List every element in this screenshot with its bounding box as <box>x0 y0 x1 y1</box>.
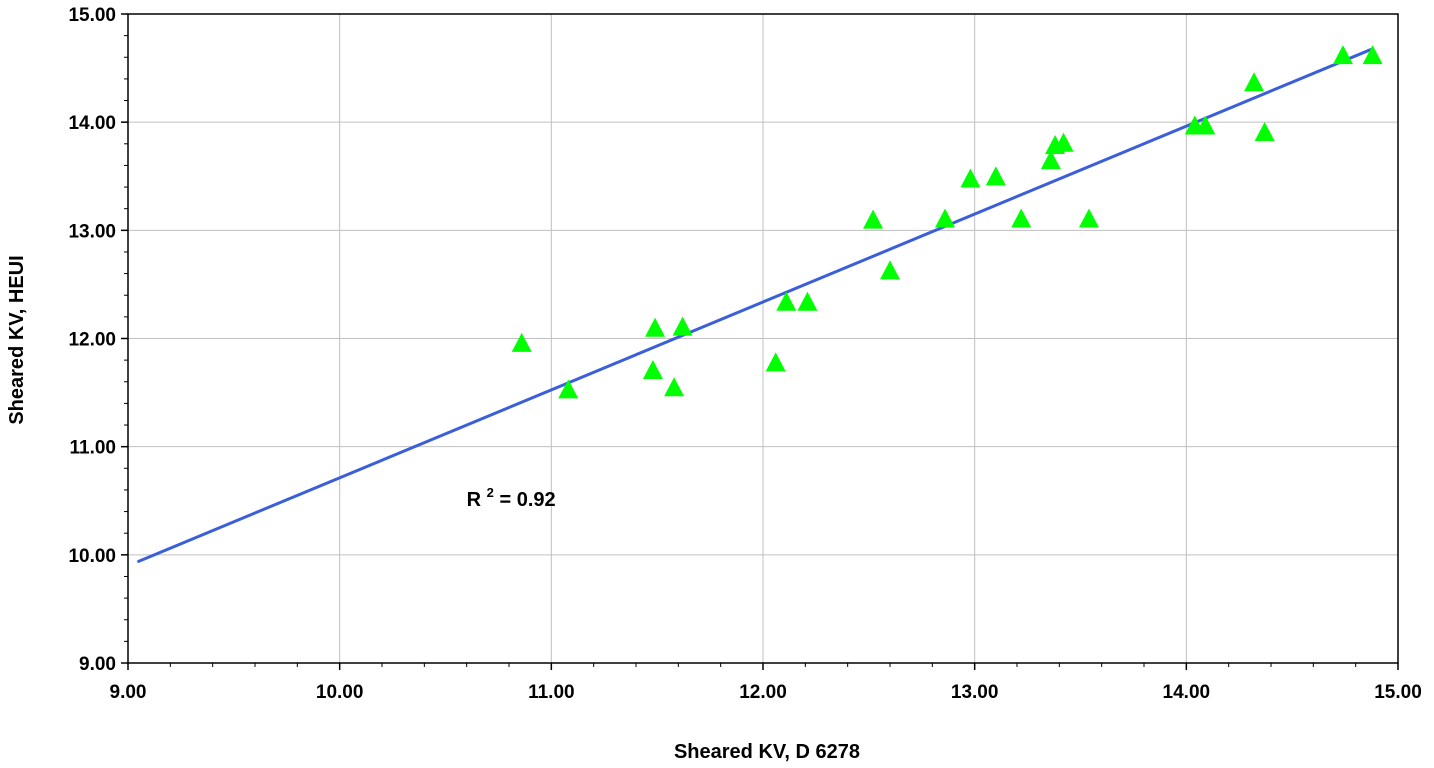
y-axis-ticks: 9.00 10.00 11.00 12.00 13.00 14.00 15.00 <box>68 5 128 675</box>
data-point-marker <box>645 317 666 337</box>
y-tick-label: 14.00 <box>68 113 116 134</box>
y-axis-title: Sheared KV, HEUI <box>6 255 28 424</box>
data-point-marker <box>1254 121 1275 141</box>
x-tick-label: 13.00 <box>951 682 999 703</box>
data-point-marker <box>664 377 685 397</box>
x-axis-ticks: 9.00 10.00 11.00 12.00 13.00 14.00 15.00 <box>110 663 1422 703</box>
data-point-marker <box>1332 45 1353 65</box>
data-point-marker <box>960 168 981 188</box>
x-tick-label: 10.00 <box>316 682 364 703</box>
data-point-marker <box>642 359 663 379</box>
trendline <box>137 48 1372 563</box>
y-tick-label: 11.00 <box>70 438 117 459</box>
data-point-marker <box>1053 132 1074 152</box>
y-tick-label: 15.00 <box>68 5 116 26</box>
data-point-marker <box>776 291 797 311</box>
data-point-marker <box>765 352 786 372</box>
data-point-marker <box>880 260 900 280</box>
r-squared-value: = 0.92 <box>499 489 555 511</box>
x-axis-title: Sheared KV, D 6278 <box>674 741 860 763</box>
x-tick-label: 12.00 <box>739 682 787 703</box>
y-tick-label: 9.00 <box>79 654 116 675</box>
data-point-marker <box>1078 208 1099 228</box>
data-point-marker <box>797 291 818 311</box>
data-point-marker <box>1011 208 1032 228</box>
x-tick-label: 9.00 <box>110 682 147 703</box>
data-point-marker <box>511 332 532 352</box>
data-point-marker <box>985 166 1006 186</box>
y-tick-label: 13.00 <box>68 221 116 242</box>
y-tick-label: 12.00 <box>68 330 116 351</box>
r-squared-exponent: 2 <box>487 485 494 500</box>
data-point-marker <box>558 379 579 399</box>
grid-lines <box>128 14 1398 663</box>
r-squared-annotation: R 2 = 0.92 <box>467 480 556 511</box>
data-point-marker <box>1244 72 1265 92</box>
x-tick-label: 11.00 <box>528 682 575 703</box>
data-point-marker <box>672 316 693 336</box>
data-point-marker <box>863 209 884 229</box>
x-tick-label: 14.00 <box>1163 682 1211 703</box>
data-points <box>511 45 1383 399</box>
trendline-group <box>137 48 1372 563</box>
x-tick-label: 15.00 <box>1374 682 1422 703</box>
data-point-marker <box>1362 45 1383 65</box>
data-point-marker <box>1040 150 1061 170</box>
data-point-marker <box>1195 115 1216 135</box>
y-tick-label: 10.00 <box>68 546 116 567</box>
r-squared-base: R <box>467 489 482 511</box>
data-point-marker <box>935 208 956 228</box>
